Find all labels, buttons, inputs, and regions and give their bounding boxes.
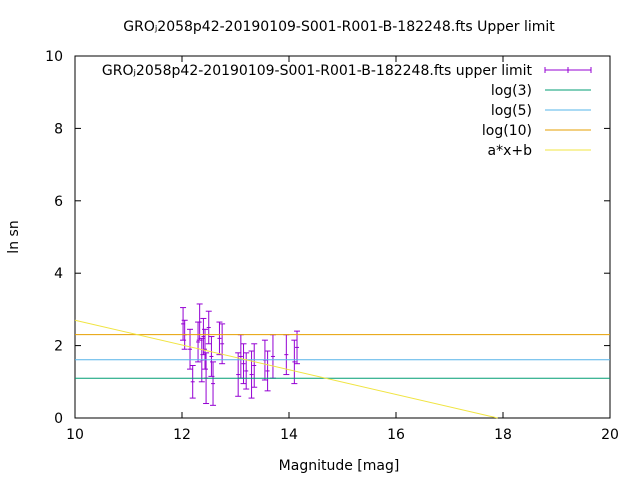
legend-entry: log(10) [482,123,591,139]
legend: GROⱼ2058p42-20190109-S001-R001-B-182248.… [102,63,592,159]
x-tick-label: 10 [66,427,84,443]
axis-ticks: 10 12 14 16 18 20 0 2 4 6 8 10 [45,49,619,443]
data-point [294,330,301,365]
legend-label: log(3) [491,83,532,99]
data-point [205,310,212,345]
x-tick-label: 14 [280,427,298,443]
data-point [189,365,196,399]
data-point [243,352,250,390]
legend-label: a*x+b [488,143,533,159]
y-tick-label: 6 [54,194,63,210]
legend-entry: a*x+b [488,143,591,159]
y-tick-label: 10 [45,49,63,65]
data-point [264,350,271,392]
data-point [251,343,258,388]
data-point [237,334,244,379]
data-point [187,328,194,370]
x-axis-label: Magnitude [mag] [279,458,400,474]
plot-area: 10 12 14 16 18 20 0 2 4 6 8 10 GROⱼ2058p42-20190109… [45,49,619,443]
legend-entry: log(5) [491,103,591,119]
series-layer [74,303,610,419]
y-tick-label: 4 [54,266,63,282]
data-point [195,321,202,363]
x-tick-label: 18 [494,427,512,443]
legend-label: log(5) [491,103,532,119]
y-tick-label: 2 [54,339,63,355]
data-point [219,323,226,365]
data-point [202,328,209,370]
series-line-fit [74,319,498,419]
data-point [216,321,223,356]
plot-frame [74,55,611,419]
x-tick-label: 16 [387,427,405,443]
data-point [248,350,255,399]
x-tick-label: 12 [173,427,191,443]
legend-entry: GROⱼ2058p42-20190109-S001-R001-B-182248.… [102,63,592,79]
y-tick-label: 0 [54,411,63,427]
data-point [269,334,276,379]
x-tick-label: 20 [601,427,619,443]
y-axis-label: ln sn [6,220,22,253]
y-tick-label: 8 [54,121,63,137]
data-point [210,361,217,406]
legend-entry: log(3) [491,83,591,99]
data-point [200,317,207,356]
data-point [240,343,247,385]
data-point [291,339,298,385]
legend-label: GROⱼ2058p42-20190109-S001-R001-B-182248.… [102,63,533,79]
legend-label: log(10) [482,123,532,139]
chart-title: GROⱼ2058p42-20190109-S001-R001-B-182248.… [123,19,555,35]
data-point [196,303,203,341]
